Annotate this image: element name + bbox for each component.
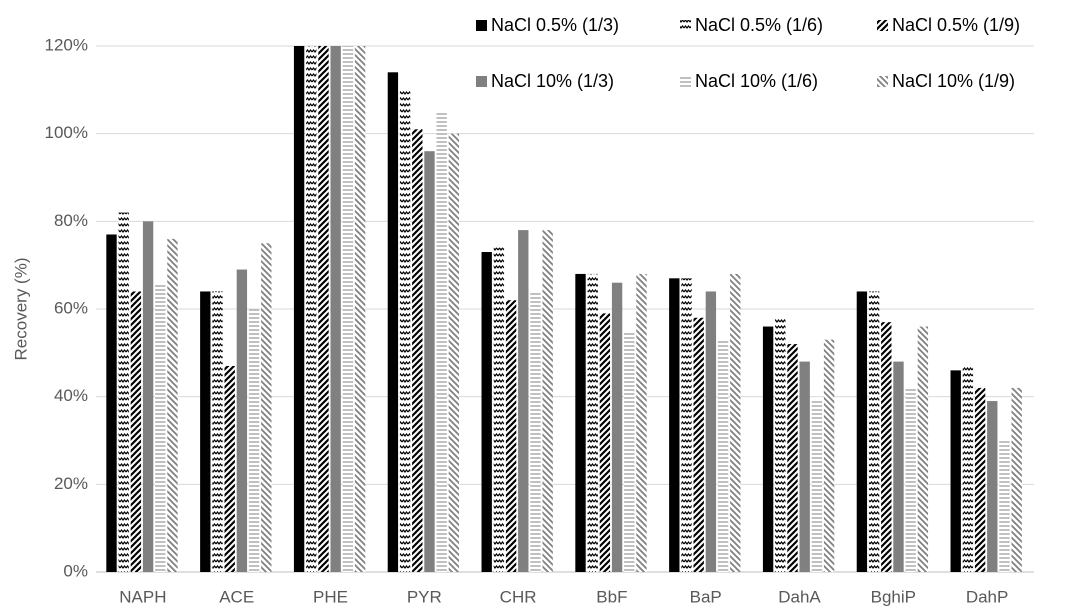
bar — [436, 111, 447, 572]
bar — [775, 317, 786, 572]
bar — [505, 300, 517, 572]
bar — [212, 291, 223, 572]
bar — [318, 46, 329, 572]
bar — [424, 151, 435, 572]
bar — [200, 291, 211, 572]
bar — [387, 72, 399, 573]
legend-label: NaCl 0.5% (1/6) — [695, 15, 823, 35]
bar — [155, 282, 166, 572]
bar — [518, 230, 529, 572]
legend-label: NaCl 10% (1/3) — [491, 71, 614, 91]
bar — [575, 273, 586, 572]
bar — [412, 129, 423, 573]
bar — [881, 322, 892, 572]
bar — [587, 273, 598, 572]
bar — [542, 230, 553, 572]
bar — [248, 309, 260, 572]
x-tick-label: PYR — [407, 587, 442, 606]
y-tick-label: 100% — [45, 123, 88, 142]
bar — [106, 234, 117, 572]
bar — [693, 317, 704, 572]
bar — [1011, 387, 1022, 572]
bar — [342, 46, 354, 572]
legend-label: NaCl 0.5% (1/9) — [892, 15, 1020, 35]
bar — [762, 326, 774, 572]
y-tick-label: 20% — [54, 474, 88, 493]
y-tick-label: 0% — [63, 561, 88, 580]
bar — [974, 387, 986, 572]
x-tick-label: BghiP — [871, 587, 916, 606]
bar — [730, 273, 741, 572]
legend-swatch — [476, 76, 487, 87]
x-tick-label: BbF — [596, 587, 627, 606]
bar — [681, 278, 692, 572]
y-tick-label: 80% — [54, 211, 88, 230]
bar — [130, 291, 142, 572]
bar — [354, 46, 366, 572]
bar — [481, 252, 492, 572]
x-tick-label: NAPH — [119, 587, 166, 606]
bar — [705, 291, 717, 572]
legend-swatch — [877, 20, 888, 31]
bar — [669, 278, 680, 572]
legend-label: NaCl 10% (1/9) — [892, 71, 1015, 91]
bar — [293, 46, 305, 572]
legend-label: NaCl 10% (1/6) — [695, 71, 818, 91]
bar — [118, 212, 129, 573]
bar — [624, 330, 635, 572]
bar — [962, 365, 974, 572]
x-tick-label: BaP — [690, 587, 722, 606]
legend-swatch — [680, 20, 691, 31]
bar — [261, 243, 272, 572]
bar — [717, 339, 729, 572]
bar — [987, 401, 998, 572]
x-tick-label: PHE — [313, 587, 348, 606]
bar — [636, 273, 647, 572]
bar — [167, 238, 178, 572]
bar — [950, 370, 961, 572]
bar — [448, 133, 460, 572]
legend-swatch — [680, 76, 691, 87]
bar — [399, 89, 411, 572]
y-tick-label: 40% — [54, 386, 88, 405]
bar — [236, 269, 248, 572]
y-tick-label: 120% — [45, 35, 88, 54]
x-tick-label: DahA — [778, 587, 821, 606]
bar — [530, 291, 541, 572]
bar — [306, 46, 317, 572]
bar — [905, 387, 916, 572]
y-axis-label: Recovery (%) — [11, 258, 30, 361]
bar — [330, 46, 341, 572]
bar — [611, 282, 623, 572]
bar — [599, 313, 611, 572]
legend-label: NaCl 0.5% (1/3) — [491, 15, 619, 35]
bar — [493, 247, 505, 572]
y-tick-label: 60% — [54, 298, 88, 317]
bar — [799, 361, 810, 572]
x-tick-label: ACE — [219, 587, 254, 606]
bar — [811, 401, 823, 572]
bar — [224, 365, 235, 572]
bar — [868, 291, 880, 572]
x-tick-label: DahP — [966, 587, 1009, 606]
bar — [917, 326, 929, 572]
bar — [999, 440, 1010, 572]
bar — [142, 221, 154, 573]
bar — [787, 344, 798, 572]
legend-swatch — [877, 76, 888, 87]
x-tick-label: CHR — [500, 587, 537, 606]
bar — [893, 361, 904, 572]
legend-swatch — [476, 20, 487, 31]
bar — [823, 339, 835, 572]
bar — [856, 291, 868, 572]
